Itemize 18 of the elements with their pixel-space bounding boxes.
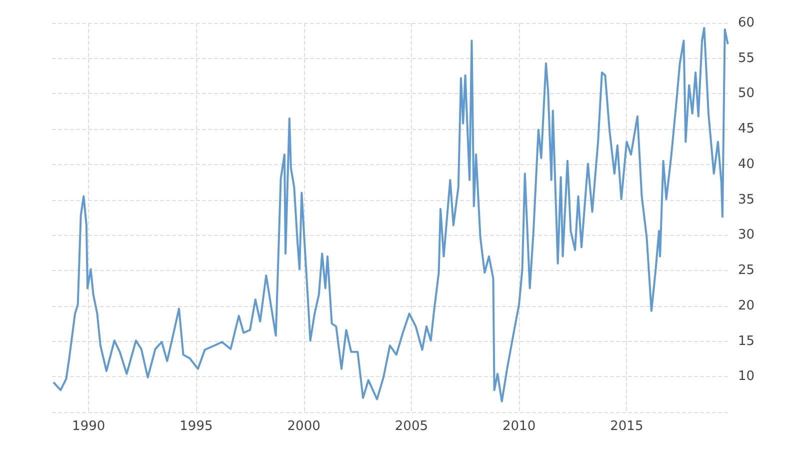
y-tick-label: 60 [738,16,755,30]
y-tick-label: 45 [738,122,755,137]
x-tick-label: 1995 [180,419,213,434]
x-tick-label: 2000 [287,419,320,434]
y-tick-label: 25 [738,263,755,278]
y-tick-label: 40 [738,156,755,172]
y-tick-label: 50 [738,86,755,102]
x-tick-label: 1990 [72,419,106,434]
x-tick-label: 2005 [394,419,428,434]
x-tick-label: 2015 [610,419,644,434]
y-tick-label: 20 [738,298,755,314]
y-tick-label: 30 [738,228,755,243]
line-series [52,26,729,402]
x-tick-label: 2010 [502,419,536,434]
y-tick-label: 10 [738,369,755,384]
y-tick-label: 35 [738,192,755,208]
y-tick-label: 15 [738,334,755,349]
y-tick-label: 55 [738,50,755,66]
